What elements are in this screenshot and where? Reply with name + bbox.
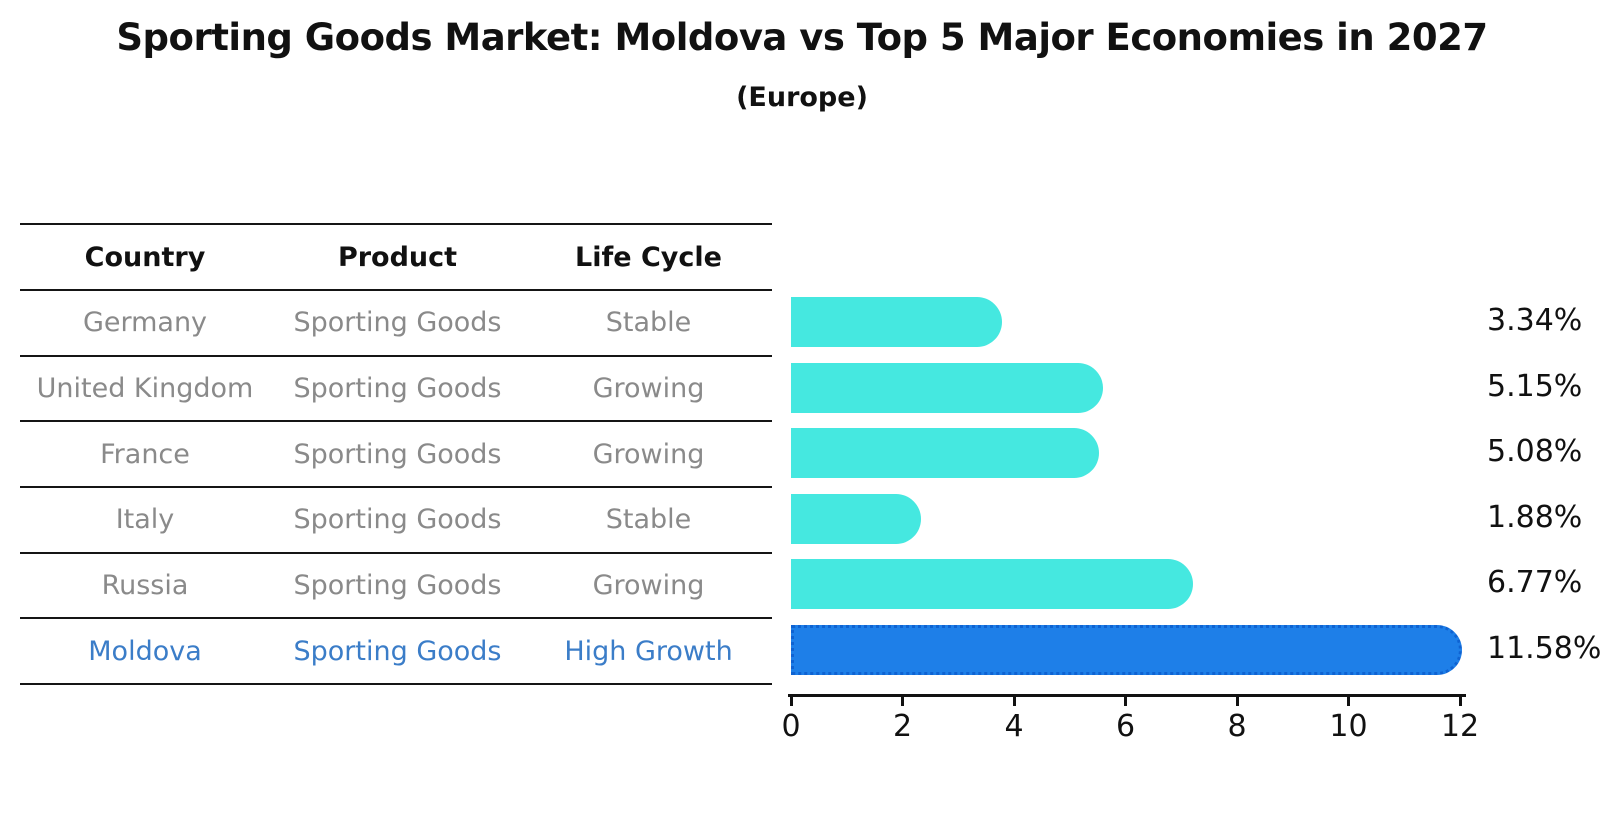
x-tick-2 <box>901 697 904 706</box>
value-label-russia: 6.77% <box>1487 565 1583 601</box>
table-header-country: Country <box>84 241 206 273</box>
product-cell: Sporting Goods <box>293 570 502 602</box>
x-tick-label-0: 0 <box>781 709 801 744</box>
table-header-row: Country Product Life Cycle <box>20 225 772 291</box>
chart-subtitle: (Europe) <box>736 82 868 113</box>
country-cell: Italy <box>115 504 175 536</box>
table-row-russia: Russia Sporting Goods Growing <box>20 554 772 620</box>
life-cycle-cell: Growing <box>592 373 705 405</box>
value-label-italy: 1.88% <box>1487 499 1583 535</box>
value-label-france: 5.08% <box>1487 434 1583 470</box>
table-header-life-cycle: Life Cycle <box>575 241 722 273</box>
x-tick-12 <box>1458 697 1462 706</box>
table-row-moldova: Moldova Sporting Goods High Growth <box>20 619 772 686</box>
life-cycle-cell: Growing <box>592 570 705 602</box>
table-row-italy: Italy Sporting Goods Stable <box>20 488 772 554</box>
x-tick-10 <box>1347 697 1350 706</box>
x-tick-label-10: 10 <box>1329 709 1368 744</box>
product-cell: Sporting Goods <box>293 307 502 339</box>
product-cell: Sporting Goods <box>293 635 502 667</box>
bar-united-kingdom <box>791 362 1104 413</box>
country-table: Country Product Life Cycle Germany Sporti… <box>20 223 772 686</box>
bar-italy <box>791 493 921 544</box>
bar-germany <box>791 297 1003 347</box>
x-tick-label-4: 4 <box>1004 709 1024 744</box>
value-label-united-kingdom: 5.15% <box>1487 368 1583 404</box>
x-tick-label-8: 8 <box>1227 709 1247 744</box>
x-tick-label-2: 2 <box>892 709 913 744</box>
x-tick-label-6: 6 <box>1115 709 1136 744</box>
value-label-moldova: 11.58% <box>1487 631 1602 666</box>
bar-france <box>791 428 1100 479</box>
country-cell: United Kingdom <box>36 373 254 405</box>
product-cell: Sporting Goods <box>293 438 502 470</box>
country-cell: Moldova <box>88 635 202 667</box>
bar-russia <box>791 559 1194 610</box>
life-cycle-cell: Stable <box>605 504 692 536</box>
product-cell: Sporting Goods <box>293 373 502 405</box>
table-row-france: France Sporting Goods Growing <box>20 422 772 489</box>
bar-moldova <box>791 625 1462 675</box>
chart-title: Sporting Goods Market: Moldova vs Top 5 … <box>116 16 1488 59</box>
product-cell: Sporting Goods <box>293 504 502 536</box>
country-cell: Russia <box>101 570 189 602</box>
table-header-product: Product <box>337 241 458 273</box>
life-cycle-cell: Growing <box>592 438 705 470</box>
x-tick-4 <box>1012 697 1016 706</box>
table-row-united-kingdom: United Kingdom Sporting Goods Growing <box>20 357 772 423</box>
value-label-germany: 3.34% <box>1487 303 1583 338</box>
x-tick-8 <box>1235 697 1239 706</box>
life-cycle-cell: Stable <box>605 307 692 339</box>
country-cell: Germany <box>82 307 208 339</box>
table-row-germany: Germany Sporting Goods Stable <box>20 291 772 357</box>
x-tick-6 <box>1124 697 1127 706</box>
x-axis-line <box>788 694 1466 697</box>
country-cell: France <box>100 438 190 470</box>
life-cycle-cell: High Growth <box>564 635 733 667</box>
x-tick-0 <box>789 697 793 706</box>
x-tick-label-12: 12 <box>1440 709 1480 744</box>
table-body: Germany Sporting Goods Stable United Kingdo… <box>20 291 772 686</box>
